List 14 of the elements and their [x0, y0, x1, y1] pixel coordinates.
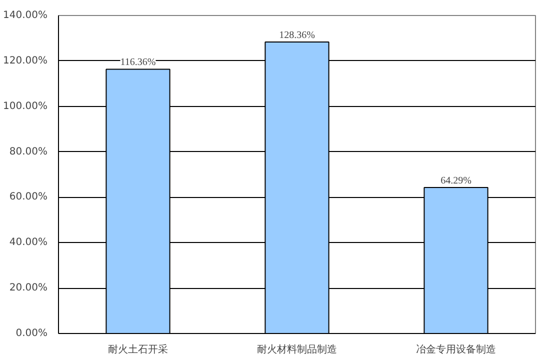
- y-tick-label: 80.00%: [9, 146, 48, 158]
- x-tick-label: 耐火土石开采: [108, 344, 168, 356]
- data-label: 116.36%: [120, 57, 156, 68]
- y-tick-label: 140.00%: [3, 10, 48, 21]
- y-tick-label: 120.00%: [3, 55, 48, 66]
- data-label: 64.29%: [440, 175, 472, 186]
- y-tick-label: 0.00%: [16, 328, 48, 339]
- y-tick-label: 60.00%: [9, 192, 48, 203]
- data-label: 128.36%: [279, 30, 315, 41]
- y-tick-label: 40.00%: [9, 237, 48, 248]
- x-tick-label: 耐火材料制品制造: [257, 344, 337, 356]
- x-tick-label: 冶金专用设备制造: [416, 344, 496, 356]
- y-tick-label: 20.00%: [9, 282, 48, 294]
- y-tick-label: 100.00%: [3, 100, 48, 112]
